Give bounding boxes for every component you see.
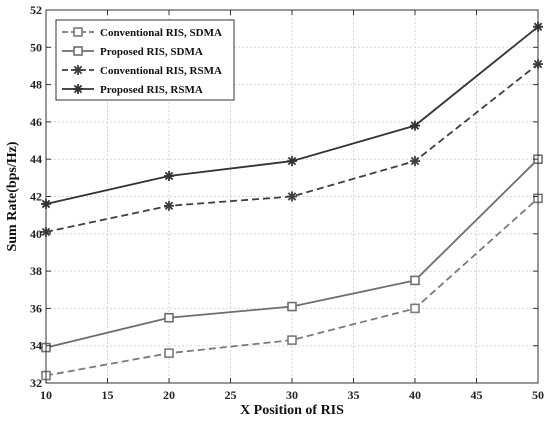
square-marker [164,348,174,358]
legend-label: Conventional RIS, SDMA [100,27,222,39]
y-tick-label: 52 [30,3,42,17]
asterisk-stroke [73,65,83,75]
legend-label: Proposed RIS, SDMA [100,46,203,58]
y-axis-label: Sum Rate(bps/Hz) [5,141,20,251]
y-tick-label: 32 [30,376,42,390]
asterisk-marker [287,156,297,167]
x-tick-label: 30 [286,388,298,402]
axes: 10 15 20 25 30 35 40 45 50 32 34 36 38 40 42 44 46 48 50 52 [30,3,544,402]
x-tick-label: 35 [348,388,360,402]
asterisk-stroke [287,192,297,201]
asterisk-stroke [287,156,297,166]
asterisk-stroke [164,171,174,181]
series-line [45,63,539,233]
square-marker [287,301,297,312]
asterisk-stroke [164,201,174,211]
x-tick-label: 40 [409,388,421,402]
x-tick-label: 50 [532,388,544,402]
asterisk-marker [73,84,83,94]
square-marker [73,46,83,56]
asterisk-marker [410,120,420,131]
x-tick-label: 10 [40,388,52,402]
legend-label: Proposed RIS, RSMA [100,84,203,96]
x-tick-label: 15 [102,388,114,402]
legend-entry: Proposed RIS, SDMA [62,46,203,58]
asterisk-marker [164,200,174,211]
y-tick-label: 38 [30,264,42,278]
asterisk-stroke [410,121,420,130]
x-tick-label: 25 [225,388,237,402]
square-marker [287,335,297,345]
legend-box [55,19,235,101]
y-tick-label: 40 [30,227,42,241]
legend-entry: Conventional RIS, RSMA [62,65,222,77]
x-tick-label: 45 [471,388,483,402]
y-tick-label: 44 [30,152,42,166]
y-tick-label: 48 [30,78,42,92]
y-tick-label: 34 [30,339,42,353]
asterisk-marker [164,170,174,181]
y-tick-label: 36 [30,301,42,315]
asterisk-marker [410,156,420,167]
legend-entry: Conventional RIS, SDMA [62,27,222,39]
square-marker [410,303,420,314]
asterisk-stroke [73,84,83,94]
legend-entry: Proposed RIS, RSMA [62,84,203,96]
square-marker [73,27,83,37]
asterisk-stroke [410,156,420,166]
asterisk-marker [287,191,297,202]
legend-label: Conventional RIS, RSMA [100,65,222,77]
y-tick-label: 50 [30,40,42,54]
legend: Conventional RIS, SDMA Proposed RIS, SDMA… [55,19,235,101]
asterisk-marker [73,65,83,75]
square-marker [410,275,420,286]
x-tick-label: 20 [163,388,175,402]
y-tick-label: 46 [30,115,42,129]
y-tick-label: 42 [30,190,42,204]
x-axis-label: X Position of RIS [240,403,344,418]
square-marker [164,312,174,323]
